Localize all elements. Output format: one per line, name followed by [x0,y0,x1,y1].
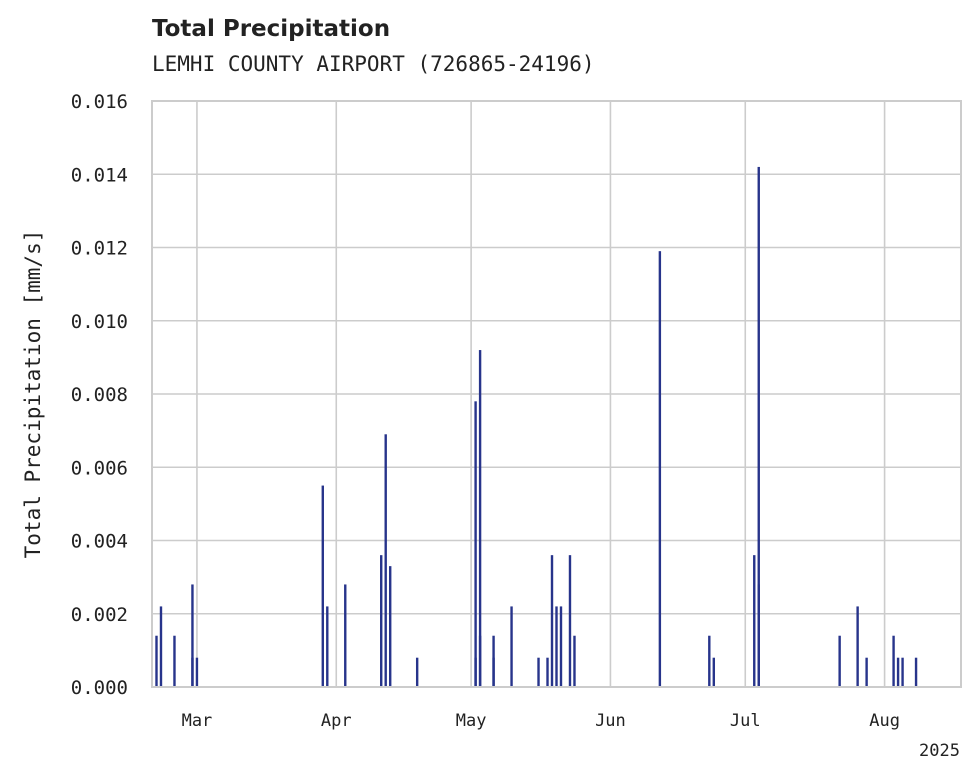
precipitation-bar [712,657,716,687]
precipitation-bar [478,635,482,687]
precipitation-bar [838,635,841,687]
bar-series [155,166,918,688]
precipitation-bar [555,606,558,687]
y-axis-ticks: 0.000 0.002 0.004 0.006 0.008 0.010 0.012 0.014… [71,91,128,699]
precipitation-bar [914,657,918,687]
y-axis-label: Total Precipitation [mm/s] [21,230,45,559]
precipitation-bar [321,485,324,687]
y-tick-label: 0.004 [71,531,128,553]
precipitation-bar [892,635,895,687]
y-tick-label: 0.010 [71,311,128,333]
precipitation-bar [478,350,482,687]
precipitation-bar [191,584,194,687]
x-tick-label: Apr [321,711,352,731]
y-tick-label: 0.000 [71,677,128,699]
precipitation-bar [559,606,563,687]
y-tick-label: 0.016 [71,91,128,113]
year-label: 2025 [919,741,960,761]
precipitation-bar [658,251,662,687]
precipitation-bar [856,606,859,687]
precipitation-bar [550,555,554,687]
precipitation-bar [415,657,419,687]
precipitation-bar [344,584,347,687]
grid-lines [152,100,961,688]
chart-subtitle: LEMHI COUNTY AIRPORT (726865-24196) [152,52,595,76]
precipitation-bar [901,657,904,687]
x-tick-label: Mar [182,711,213,731]
plot-frame [151,100,962,688]
precipitation-bar [865,657,868,687]
x-tick-label: Jun [595,711,626,731]
precipitation-bar [757,166,760,688]
precipitation-bar [510,606,513,687]
y-tick-label: 0.002 [71,604,128,626]
precipitation-bar [573,635,576,687]
x-tick-label: Aug [869,711,900,731]
precipitation-bar [537,657,540,687]
precipitation-bar [380,555,383,687]
precipitation-bar [546,657,549,687]
precipitation-bar [753,555,756,687]
precipitation-bar [474,401,477,687]
x-tick-label: May [456,711,487,731]
y-tick-label: 0.006 [71,457,128,479]
y-tick-label: 0.012 [71,238,128,260]
x-tick-label: Jul [730,711,761,731]
precipitation-bar [492,657,495,687]
y-tick-label: 0.008 [71,384,128,406]
precipitation-bar [896,657,900,687]
precipitation-bar [384,434,387,687]
chart-title: Total Precipitation [152,16,391,42]
precipitation-bar [708,635,711,687]
y-tick-label: 0.014 [71,164,128,186]
precipitation-bar [159,606,163,687]
precipitation-bar [389,566,392,687]
x-axis-ticks: Mar Apr May Jun Jul Aug [182,711,900,731]
precipitation-bar [195,657,199,687]
precipitation-bar [326,606,329,687]
precipitation-bar [155,635,158,687]
precipitation-bar [568,555,572,687]
precipitation-bar [173,635,176,687]
